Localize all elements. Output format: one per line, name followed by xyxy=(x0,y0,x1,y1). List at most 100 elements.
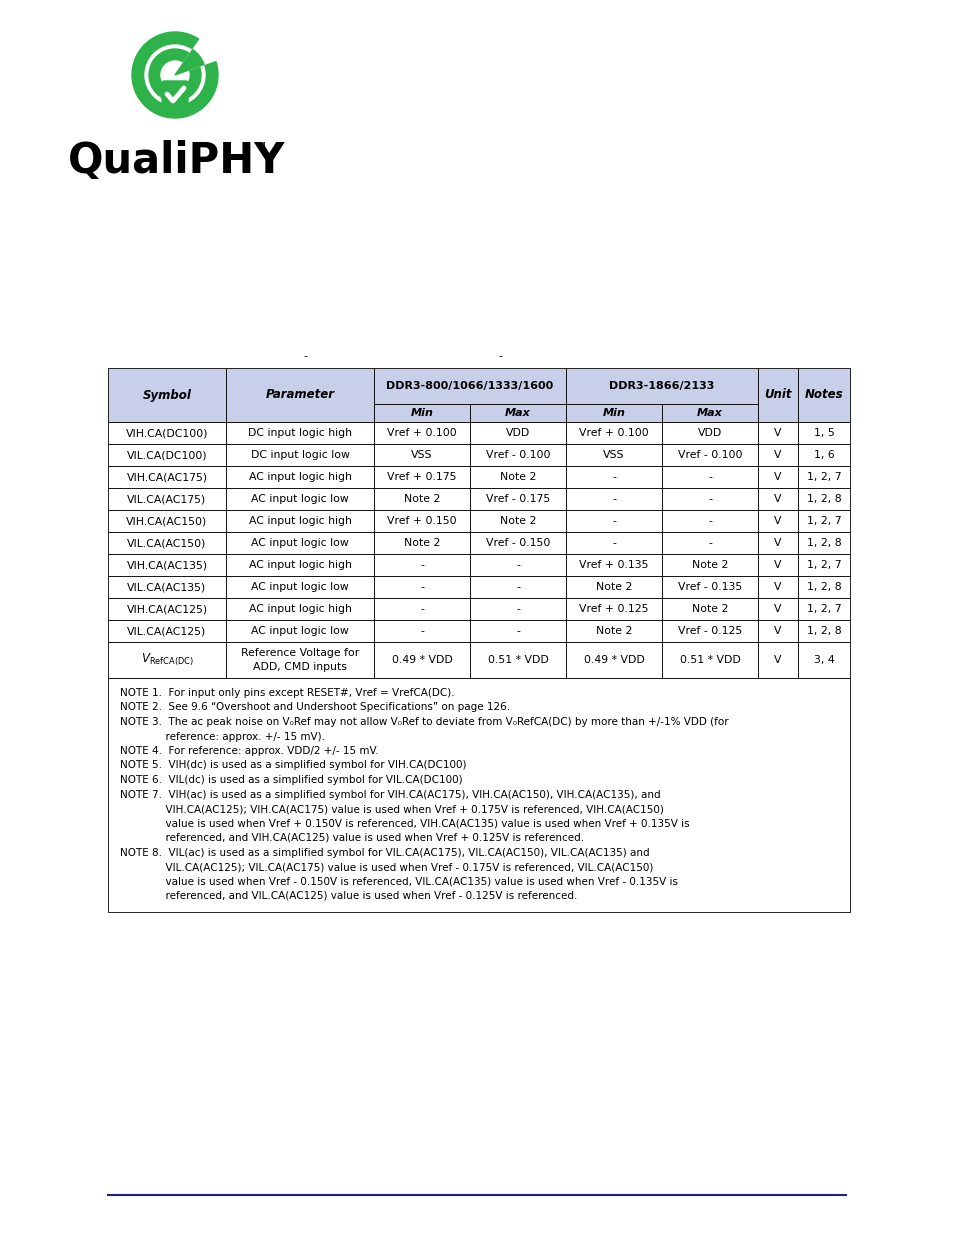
Bar xyxy=(758,555,797,576)
FancyBboxPatch shape xyxy=(162,82,188,107)
Text: V: V xyxy=(774,472,781,482)
Bar xyxy=(470,576,565,598)
Text: Min: Min xyxy=(410,408,433,417)
Bar xyxy=(374,620,470,642)
Text: NOTE 5.  VIH(dc) is used as a simplified symbol for VIH.CA(DC100): NOTE 5. VIH(dc) is used as a simplified … xyxy=(120,761,466,771)
Bar xyxy=(108,368,226,422)
Text: 1, 2, 8: 1, 2, 8 xyxy=(806,494,841,504)
Text: VIL.CA(AC125): VIL.CA(AC125) xyxy=(128,626,207,636)
Wedge shape xyxy=(174,49,204,75)
Bar xyxy=(470,466,565,488)
Bar xyxy=(797,620,849,642)
Bar xyxy=(565,422,661,445)
Text: DC input logic high: DC input logic high xyxy=(248,429,352,438)
Bar xyxy=(758,598,797,620)
Text: 1, 2, 7: 1, 2, 7 xyxy=(806,516,841,526)
Circle shape xyxy=(161,61,189,89)
Bar xyxy=(374,576,470,598)
Bar xyxy=(758,445,797,466)
Text: NOTE 1.  For input only pins except RESET#, Vref = VrefCA(DC).: NOTE 1. For input only pins except RESET… xyxy=(120,688,455,698)
Text: V: V xyxy=(774,494,781,504)
Bar xyxy=(374,368,565,404)
Bar xyxy=(758,466,797,488)
Bar xyxy=(108,488,226,510)
Text: 3, 4: 3, 4 xyxy=(813,655,834,664)
Text: -: - xyxy=(516,626,519,636)
Text: Vref - 0.100: Vref - 0.100 xyxy=(485,450,550,459)
Text: 0.51 * VDD: 0.51 * VDD xyxy=(679,655,740,664)
Bar xyxy=(797,510,849,532)
Bar xyxy=(108,445,226,466)
Text: Note 2: Note 2 xyxy=(596,582,632,592)
Bar xyxy=(565,598,661,620)
Text: VDD: VDD xyxy=(505,429,530,438)
Text: AC input logic low: AC input logic low xyxy=(251,538,349,548)
Bar xyxy=(374,404,470,422)
Bar xyxy=(797,368,849,422)
Text: -: - xyxy=(516,559,519,571)
Bar xyxy=(797,445,849,466)
Bar xyxy=(374,598,470,620)
Text: NOTE 3.  The ac peak noise on V₀Ref may not allow V₀Ref to deviate from V₀RefCA(: NOTE 3. The ac peak noise on V₀Ref may n… xyxy=(120,718,728,727)
Bar xyxy=(565,488,661,510)
Bar xyxy=(797,488,849,510)
Text: ADD, CMD inputs: ADD, CMD inputs xyxy=(253,662,347,672)
Bar xyxy=(374,555,470,576)
Text: VIH.CA(AC125): VIH.CA(AC125) xyxy=(127,604,208,614)
Text: Parameter: Parameter xyxy=(265,389,335,401)
Text: V: V xyxy=(774,559,781,571)
Text: AC input logic low: AC input logic low xyxy=(251,626,349,636)
Bar xyxy=(797,422,849,445)
Text: 0.49 * VDD: 0.49 * VDD xyxy=(392,655,452,664)
Bar xyxy=(758,576,797,598)
Text: -: - xyxy=(516,582,519,592)
Text: VIL.CA(DC100): VIL.CA(DC100) xyxy=(127,450,207,459)
Bar xyxy=(374,642,470,678)
Text: -: - xyxy=(419,626,423,636)
Text: -: - xyxy=(419,559,423,571)
Bar xyxy=(661,532,758,555)
Bar xyxy=(565,642,661,678)
Text: V: V xyxy=(774,604,781,614)
Bar xyxy=(661,620,758,642)
Bar xyxy=(661,422,758,445)
Text: -: - xyxy=(612,472,616,482)
Bar xyxy=(108,466,226,488)
Bar xyxy=(226,620,374,642)
Text: Vref - 0.150: Vref - 0.150 xyxy=(485,538,550,548)
Bar xyxy=(374,510,470,532)
Text: Vref + 0.125: Vref + 0.125 xyxy=(578,604,648,614)
Text: VSS: VSS xyxy=(411,450,433,459)
Text: value is used when Vref - 0.150V is referenced, VIL.CA(AC135) value is used when: value is used when Vref - 0.150V is refe… xyxy=(120,877,678,887)
Bar xyxy=(797,576,849,598)
Bar xyxy=(758,620,797,642)
Bar xyxy=(226,598,374,620)
Text: 0.51 * VDD: 0.51 * VDD xyxy=(487,655,548,664)
Bar xyxy=(470,598,565,620)
Bar xyxy=(661,555,758,576)
Text: NOTE 8.  VIL(ac) is used as a simplified symbol for VIL.CA(AC175), VIL.CA(AC150): NOTE 8. VIL(ac) is used as a simplified … xyxy=(120,847,649,857)
Text: Vref + 0.150: Vref + 0.150 xyxy=(387,516,456,526)
Bar xyxy=(565,555,661,576)
Text: Min: Min xyxy=(602,408,625,417)
Bar xyxy=(565,368,758,404)
Bar xyxy=(661,510,758,532)
Text: VIL.CA(AC150): VIL.CA(AC150) xyxy=(127,538,207,548)
Text: Vref + 0.100: Vref + 0.100 xyxy=(387,429,456,438)
Bar xyxy=(226,445,374,466)
Bar xyxy=(108,642,226,678)
Text: Note 2: Note 2 xyxy=(499,516,536,526)
Circle shape xyxy=(145,44,205,105)
Text: Vref - 0.135: Vref - 0.135 xyxy=(678,582,741,592)
Bar xyxy=(565,620,661,642)
Bar xyxy=(661,576,758,598)
Bar xyxy=(470,488,565,510)
Bar xyxy=(565,510,661,532)
Bar xyxy=(661,598,758,620)
Text: 1, 5: 1, 5 xyxy=(813,429,834,438)
Bar xyxy=(374,445,470,466)
Bar xyxy=(797,466,849,488)
Bar xyxy=(108,576,226,598)
Text: -: - xyxy=(612,538,616,548)
Text: Note 2: Note 2 xyxy=(691,604,727,614)
